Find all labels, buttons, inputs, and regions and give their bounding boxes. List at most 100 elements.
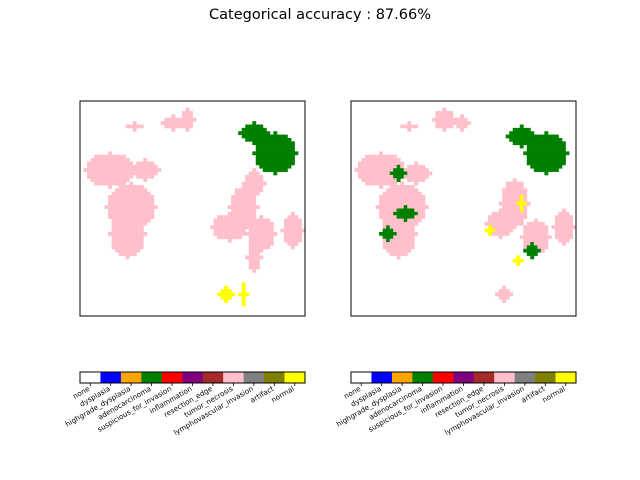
heatmap-cell-tumor_necrosis <box>136 161 155 166</box>
heatmap-cell-tumor_necrosis <box>171 127 176 132</box>
heatmap-cell-tumor_necrosis <box>498 235 503 240</box>
colorbar-swatch-highgrade_dysplasia <box>391 372 413 383</box>
heatmap-cell-tumor_necrosis <box>505 181 524 186</box>
heatmap-cell-tumor_necrosis <box>554 235 573 240</box>
colorbar-swatch-tumor_necrosis <box>223 372 244 383</box>
heatmap-cell-tumor_necrosis <box>87 174 134 179</box>
prediction-colorbar: nonedysplasiahighgrade_dysplasiaadenocar… <box>335 371 577 437</box>
heatmap-cell-tumor_necrosis <box>435 121 471 125</box>
heatmap-cell-normal <box>519 205 524 209</box>
heatmap-cell-tumor_necrosis <box>526 201 531 206</box>
heatmap-cell-tumor_necrosis <box>287 215 299 219</box>
heatmap-cell-tumor_necrosis <box>554 221 573 226</box>
heatmap-cell-tumor_necrosis <box>396 255 401 260</box>
heatmap-cell-tumor_necrosis <box>108 201 155 206</box>
heatmap-cell-tumor_necrosis <box>554 218 573 223</box>
heatmap-cell-tumor_necrosis <box>143 158 148 162</box>
heatmap-cell-tumor_necrosis <box>484 221 524 226</box>
heatmap-cell-tumor_necrosis <box>185 107 190 112</box>
heatmap-cell-normal <box>241 282 246 287</box>
chart-title: Categorical accuracy : 87.66% <box>209 7 431 23</box>
heatmap-cell-tumor_necrosis <box>407 127 412 132</box>
colorbar-swatch-resection_edge <box>473 372 495 383</box>
heatmap-cell-tumor_necrosis <box>248 238 274 243</box>
heatmap-cell-adenocarcinoma <box>526 144 566 149</box>
heatmap-cell-adenocarcinoma <box>241 127 267 132</box>
colorbar-swatch-highgrade_dysplasia <box>120 372 142 383</box>
heatmap-cell-adenocarcinoma <box>273 131 278 135</box>
heatmap-cell-tumor_necrosis <box>407 164 426 169</box>
heatmap-cell-tumor_necrosis <box>248 245 271 250</box>
heatmap-cell-adenocarcinoma <box>526 161 566 166</box>
heatmap-cell-tumor_necrosis <box>396 232 419 236</box>
heatmap-cell-tumor_necrosis <box>502 195 521 199</box>
heatmap-cell-tumor_necrosis <box>87 164 158 169</box>
heatmap-cell-tumor_necrosis <box>108 232 148 236</box>
heatmap-cell-tumor_necrosis <box>382 218 405 223</box>
ground-truth-panel <box>79 100 306 317</box>
heatmap-cell-adenocarcinoma <box>526 158 566 162</box>
heatmap-cell-normal <box>241 285 246 290</box>
heatmap-cell-tumor_necrosis <box>283 221 302 226</box>
colorbar-swatch-none <box>351 372 372 383</box>
heatmap-cell-tumor_necrosis <box>252 268 257 273</box>
heatmap-cell-adenocarcinoma <box>509 137 563 142</box>
heatmap-cell-adenocarcinoma <box>403 218 408 223</box>
heatmap-cell-tumor_necrosis <box>160 121 193 125</box>
heatmap-cell-tumor_necrosis <box>379 208 398 213</box>
heatmap-cell-tumor_necrosis <box>227 205 260 209</box>
heatmap-cell-tumor_necrosis <box>400 164 405 169</box>
heatmap-cell-tumor_necrosis <box>407 218 422 223</box>
heatmap-cell-tumor_necrosis <box>231 198 257 203</box>
heatmap-cell-adenocarcinoma <box>245 124 264 129</box>
heatmap-cell-tumor_necrosis <box>361 158 401 162</box>
heatmap-cell-tumor_necrosis <box>290 245 295 250</box>
heatmap-cell-tumor_necrosis <box>407 178 426 183</box>
heatmap-cell-tumor_necrosis <box>558 238 570 243</box>
heatmap-cell-normal <box>220 295 232 300</box>
heatmap-cell-tumor_necrosis <box>414 208 426 213</box>
heatmap-cell-tumor_necrosis <box>523 245 528 250</box>
heatmap-cell-normal <box>516 255 521 260</box>
heatmap-cell-tumor_necrosis <box>488 218 524 223</box>
heatmap-cell-tumor_necrosis <box>248 228 274 233</box>
heatmap-cell-adenocarcinoma <box>389 171 408 176</box>
heatmap-cell-tumor_necrosis <box>164 124 193 129</box>
colorbar-swatch-normal <box>284 372 306 383</box>
heatmap-cell-normal <box>516 201 528 206</box>
heatmap-cell-tumor_necrosis <box>495 228 514 233</box>
heatmap-cell-tumor_necrosis <box>83 168 162 172</box>
heatmap-cell-tumor_necrosis <box>442 127 447 132</box>
heatmap-cell-adenocarcinoma <box>259 164 292 169</box>
heatmap-cell-tumor_necrosis <box>502 285 507 290</box>
heatmap-cell-tumor_necrosis <box>523 242 531 246</box>
heatmap-cell-tumor_necrosis <box>283 232 302 236</box>
heatmap-cell-tumor_necrosis <box>435 114 454 119</box>
heatmap-cell-tumor_necrosis <box>111 242 144 246</box>
heatmap-cell-tumor_necrosis <box>505 184 524 189</box>
heatmap-cell-tumor_necrosis <box>561 208 566 213</box>
heatmap-cell-adenocarcinoma <box>526 252 538 256</box>
heatmap-cell-tumor_necrosis <box>245 178 264 183</box>
heatmap-cell-tumor_necrosis <box>393 235 415 240</box>
heatmap-cell-tumor_necrosis <box>245 174 264 179</box>
heatmap-cell-tumor_necrosis <box>554 232 573 236</box>
heatmap-cell-tumor_necrosis <box>104 205 158 209</box>
heatmap-cell-adenocarcinoma <box>382 228 394 233</box>
heatmap-cell-adenocarcinoma <box>523 248 542 253</box>
heatmap-cell-tumor_necrosis <box>213 218 271 223</box>
heatmap-cell-adenocarcinoma <box>252 121 257 125</box>
heatmap-cell-tumor_necrosis <box>283 238 302 243</box>
heatmap-cell-normal <box>516 262 521 267</box>
heatmap-cell-tumor_necrosis <box>502 299 507 303</box>
heatmap-cell-tumor_necrosis <box>389 238 415 243</box>
heatmap-cell-adenocarcinoma <box>530 255 535 260</box>
heatmap-cell-tumor_necrosis <box>115 248 141 253</box>
heatmap-cell-tumor_necrosis <box>90 178 130 183</box>
heatmap-cell-tumor_necrosis <box>248 235 274 240</box>
colorbar-swatch-adenocarcinoma <box>412 372 434 383</box>
heatmap-cell-tumor_necrosis <box>283 218 302 223</box>
heatmap-cell-tumor_necrosis <box>125 255 130 260</box>
heatmap-cell-tumor_necrosis <box>365 181 398 186</box>
